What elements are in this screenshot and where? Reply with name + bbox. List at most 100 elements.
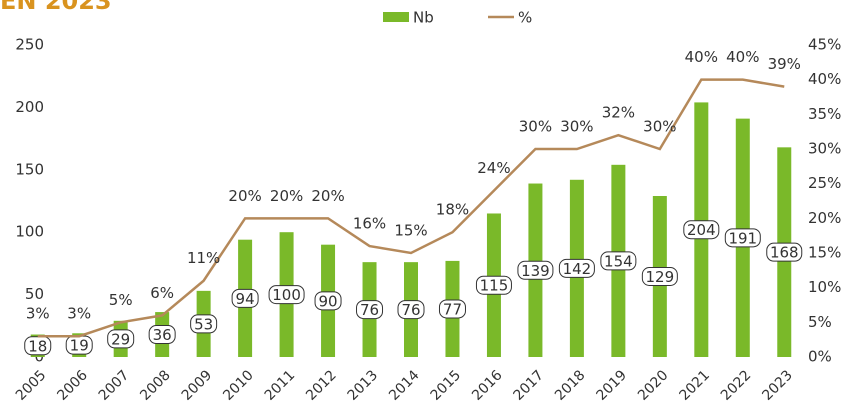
bar-label: 36 [148, 325, 176, 345]
bar-label-text: 18 [28, 337, 47, 355]
bar-label: 168 [766, 242, 803, 262]
bar-label-text: 19 [70, 337, 89, 355]
line-label: 18% [436, 201, 469, 219]
bar-label-text: 139 [521, 262, 550, 280]
x-tick-label: 2008 [137, 367, 174, 404]
y-tick-label: 250 [15, 36, 44, 54]
bar-label-box [107, 329, 135, 349]
y-tick-label: 150 [15, 160, 44, 178]
line-label: 20% [270, 187, 303, 205]
legend-swatch [383, 12, 409, 22]
y2-tick-label: 30% [808, 140, 841, 158]
x-tick-label: 2019 [594, 367, 631, 404]
x-tick-label: 2022 [718, 367, 755, 404]
x-tick-label: 2013 [345, 367, 382, 404]
bar-label-box [356, 300, 384, 320]
line-label: 11% [187, 249, 220, 267]
x-tick-label: 2007 [96, 367, 133, 404]
bar-label-box [475, 275, 512, 295]
bar-label-box [558, 258, 595, 278]
bar-label-box [766, 242, 803, 262]
bar-label-box [314, 291, 342, 311]
line [37, 78, 785, 338]
y2-tick-label: 5% [808, 313, 832, 331]
line-label: 30% [519, 118, 552, 136]
bar-label: 142 [558, 258, 595, 278]
y2-tick-label: 20% [808, 209, 841, 227]
x-tick-label: 2010 [220, 367, 257, 404]
bar-label: 115 [475, 275, 512, 295]
bar-label: 29 [107, 329, 135, 349]
line-label: 16% [353, 215, 386, 233]
bar-label-text: 115 [480, 277, 509, 295]
bar-label-text: 29 [111, 330, 130, 348]
y2-tick-label: 40% [808, 70, 841, 88]
line-label: 20% [311, 187, 344, 205]
x-tick-label: 2018 [552, 367, 589, 404]
bar-label: 77 [438, 299, 466, 319]
y2-tick-label: 10% [808, 278, 841, 296]
x-tick-label: 2009 [179, 367, 216, 404]
bar-label-box [190, 314, 218, 334]
bar-label-text: 76 [360, 301, 379, 319]
bar-label-text: 100 [272, 286, 301, 304]
bar-label-text: 191 [728, 229, 757, 247]
bar-label: 18 [24, 336, 52, 356]
chart-title: EN 2023 [0, 0, 112, 15]
bar-label-text: 36 [153, 326, 172, 344]
y2-tick-label: 0% [808, 348, 832, 366]
legend-label: % [518, 9, 532, 27]
bar-label-box [600, 251, 637, 271]
bar-label: 19 [65, 335, 93, 355]
bar-label-text: 154 [604, 252, 633, 270]
x-tick-label: 2012 [303, 367, 340, 404]
bar-label-box [641, 267, 678, 287]
y2-tick-label: 25% [808, 174, 841, 192]
y2-tick-label: 15% [808, 244, 841, 262]
bar-label: 76 [356, 300, 384, 320]
x-tick-label: 2020 [635, 367, 672, 404]
y2-tick-label: 35% [808, 105, 841, 123]
bar-label-text: 53 [194, 315, 213, 333]
bar-label: 204 [683, 220, 720, 240]
bar-label-box [268, 285, 305, 305]
x-tick-label: 2006 [54, 367, 91, 404]
bar-label: 129 [641, 267, 678, 287]
y-tick-label: 100 [15, 223, 44, 241]
bar-label-box [438, 299, 466, 319]
line-label: 40% [685, 48, 718, 66]
x-tick-label: 2015 [428, 367, 465, 404]
y-tick-label: 50 [25, 285, 44, 303]
bar-label: 94 [231, 288, 259, 308]
x-tick-label: 2011 [262, 367, 299, 404]
y2-tick-label: 45% [808, 36, 841, 54]
bar-label-box [24, 336, 52, 356]
bar-label-box [397, 300, 425, 320]
bar-label-box [683, 220, 720, 240]
bar-label-text: 77 [443, 300, 462, 318]
line-label: 30% [560, 118, 593, 136]
x-tick-label: 2021 [676, 367, 713, 404]
bar-label-text: 76 [401, 301, 420, 319]
bar-label-text: 94 [236, 290, 255, 308]
x-tick-label: 2014 [386, 367, 423, 404]
bar-label-text: 90 [319, 292, 338, 310]
bar-label-box [231, 288, 259, 308]
line-label: 32% [602, 104, 635, 122]
bar-label: 191 [724, 228, 761, 248]
line-label: 24% [477, 159, 510, 177]
bar-label-text: 129 [646, 268, 675, 286]
line-label: 3% [67, 305, 91, 323]
line-label: 20% [228, 187, 261, 205]
line-label: 40% [726, 48, 759, 66]
line-label: 39% [768, 55, 801, 73]
line-label: 30% [643, 118, 676, 136]
bar-label: 53 [190, 314, 218, 334]
bar-label: 100 [268, 285, 305, 305]
x-tick-label: 2017 [511, 367, 548, 404]
bar-label: 154 [600, 251, 637, 271]
bar-label-box [724, 228, 761, 248]
bar-label: 139 [517, 260, 554, 280]
bar-label-box [517, 260, 554, 280]
